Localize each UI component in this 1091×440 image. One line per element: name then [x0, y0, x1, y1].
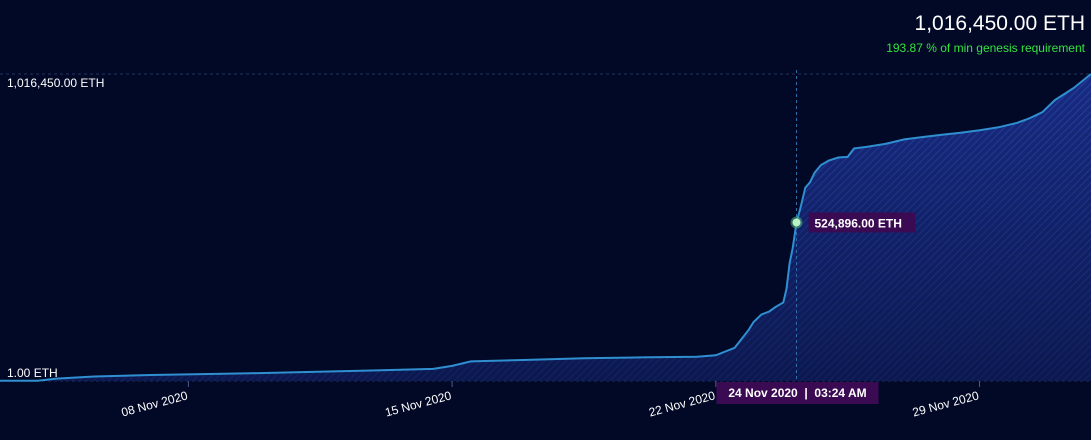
x-tick-label: 22 Nov 2020: [647, 388, 717, 419]
date-tooltip-label: 24 Nov 2020 | 03:24 AM: [728, 386, 866, 400]
total-deposited-value: 1,016,450.00 ETH: [914, 12, 1085, 35]
x-tick-label: 08 Nov 2020: [120, 388, 190, 419]
date-tooltip-box: [716, 382, 879, 404]
y-tick-label: 1,016,450.00 ETH: [7, 76, 104, 90]
y-tick-label: 1.00 ETH: [7, 366, 58, 380]
x-tick-label: 15 Nov 2020: [384, 388, 454, 419]
value-tooltip-label: 524,896.00 ETH: [815, 216, 902, 230]
genesis-percent-label: % of min genesis requirement: [926, 41, 1085, 55]
series-area-fade: [0, 74, 1091, 381]
x-tick-label: 29 Nov 2020: [911, 388, 981, 419]
hover-marker: [792, 218, 801, 227]
genesis-percent-value: 193.87: [886, 41, 923, 55]
genesis-percent-text: 193.87 % of min genesis requirement: [886, 41, 1085, 55]
series-line: [0, 73, 1091, 382]
value-tooltip-box: [808, 212, 916, 233]
